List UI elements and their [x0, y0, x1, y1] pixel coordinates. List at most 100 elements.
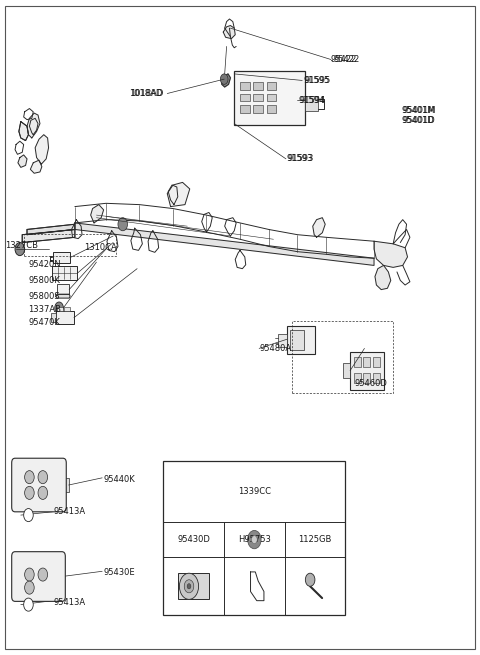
Bar [373, 357, 380, 367]
Text: 95401M: 95401M [403, 106, 436, 115]
Text: 1339CC: 1339CC [238, 487, 271, 496]
Text: 91594: 91594 [299, 96, 325, 105]
Text: 95470K: 95470K [28, 318, 60, 328]
Circle shape [55, 302, 63, 314]
Text: 95430D: 95430D [177, 535, 210, 544]
Bar [240, 94, 250, 102]
Text: 95401D: 95401D [402, 116, 434, 125]
Text: 1125GB: 1125GB [298, 535, 332, 544]
Polygon shape [251, 572, 264, 601]
Polygon shape [375, 265, 391, 290]
Circle shape [220, 74, 228, 84]
Bar [253, 94, 263, 102]
Polygon shape [27, 224, 75, 234]
Bar [305, 96, 319, 111]
Circle shape [252, 536, 257, 544]
Text: 95800S: 95800S [28, 291, 60, 301]
Circle shape [24, 471, 34, 483]
Text: 95413A: 95413A [53, 597, 85, 607]
Bar [354, 373, 360, 383]
Bar [53, 252, 70, 263]
Polygon shape [167, 182, 190, 206]
Text: 95401D: 95401D [403, 116, 435, 125]
Text: 95420N: 95420N [28, 260, 61, 269]
Circle shape [180, 573, 199, 599]
Circle shape [305, 573, 315, 586]
Bar [56, 311, 74, 324]
Text: 1337AB: 1337AB [28, 305, 61, 314]
Circle shape [248, 531, 261, 549]
Bar [354, 357, 360, 367]
Circle shape [24, 568, 34, 581]
Circle shape [38, 568, 48, 581]
Text: 95480A: 95480A [259, 344, 291, 353]
Text: 91593: 91593 [287, 155, 313, 163]
Polygon shape [19, 122, 28, 141]
Circle shape [15, 242, 24, 255]
Bar [240, 105, 250, 113]
Polygon shape [223, 26, 235, 39]
Bar [363, 357, 370, 367]
Polygon shape [222, 74, 230, 87]
Bar [290, 330, 304, 350]
Text: 1310CA: 1310CA [84, 242, 117, 252]
Bar [163, 462, 345, 615]
Polygon shape [35, 135, 48, 164]
Bar [64, 307, 70, 311]
Polygon shape [22, 229, 75, 242]
Text: 95430E: 95430E [104, 568, 135, 577]
Text: 91595: 91595 [305, 76, 331, 85]
Bar [253, 82, 263, 90]
Circle shape [24, 486, 34, 499]
Text: 95413A: 95413A [53, 508, 85, 516]
Circle shape [184, 580, 194, 593]
Polygon shape [18, 155, 27, 168]
Polygon shape [56, 294, 70, 298]
Polygon shape [30, 160, 42, 174]
Text: 95422: 95422 [331, 55, 357, 64]
Text: 95440K: 95440K [104, 475, 135, 483]
Text: 95422: 95422 [333, 55, 360, 64]
Bar [179, 573, 209, 599]
Bar [57, 307, 63, 311]
FancyBboxPatch shape [12, 552, 65, 601]
Polygon shape [91, 204, 104, 223]
Circle shape [118, 217, 128, 231]
Circle shape [24, 598, 33, 611]
Bar [267, 82, 276, 90]
Bar [51, 313, 56, 322]
Text: 1018AD: 1018AD [130, 89, 163, 98]
Circle shape [38, 486, 48, 499]
Polygon shape [75, 223, 374, 265]
Circle shape [24, 508, 33, 521]
Circle shape [24, 581, 34, 594]
Bar [253, 105, 263, 113]
Text: 95401M: 95401M [402, 106, 435, 115]
Circle shape [38, 471, 48, 483]
Polygon shape [27, 113, 40, 138]
Bar [267, 94, 276, 102]
Text: 95460D: 95460D [355, 379, 388, 388]
Text: 1018AD: 1018AD [129, 89, 162, 98]
Text: 91594: 91594 [300, 96, 326, 105]
Text: H95753: H95753 [238, 535, 271, 544]
Bar [234, 71, 305, 125]
Circle shape [187, 584, 191, 589]
Text: 1327CB: 1327CB [5, 240, 38, 250]
Polygon shape [374, 241, 408, 267]
Bar [373, 373, 380, 383]
Bar [350, 352, 384, 390]
Bar [343, 364, 350, 378]
Bar [63, 479, 69, 491]
Bar [278, 334, 287, 347]
Bar [287, 326, 315, 354]
Text: 91595: 91595 [304, 76, 330, 85]
Bar [57, 284, 69, 294]
Bar [363, 373, 370, 383]
Text: 91593: 91593 [288, 155, 314, 163]
FancyBboxPatch shape [12, 458, 66, 512]
Polygon shape [313, 217, 325, 237]
Bar [240, 82, 250, 90]
Bar [52, 266, 77, 280]
Bar [267, 105, 276, 113]
